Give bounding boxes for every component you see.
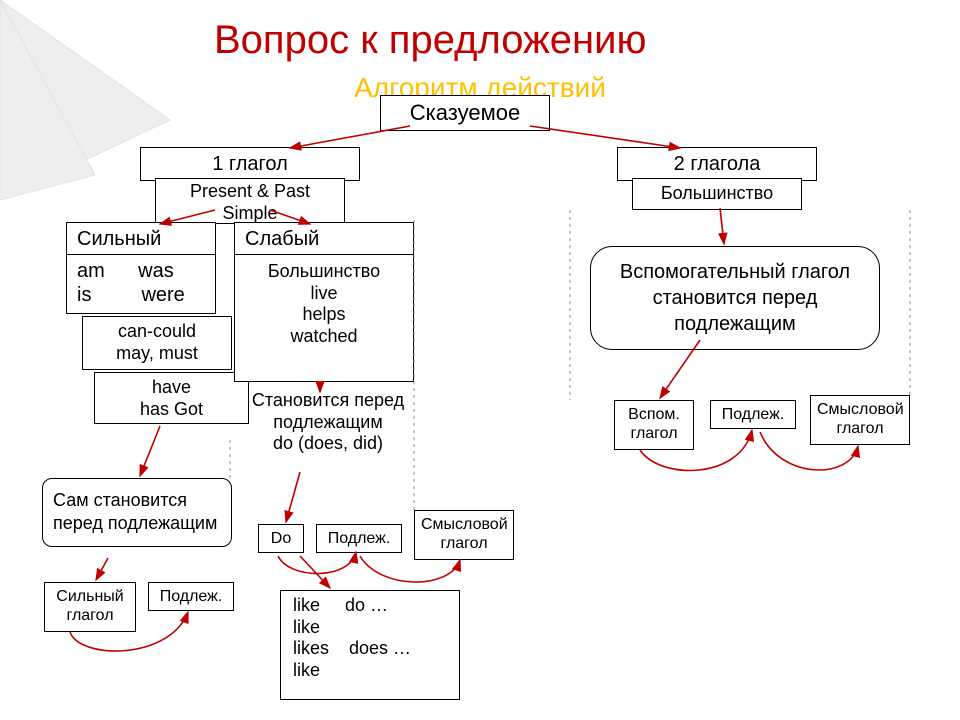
node-b-sem2: Смысловой глагол (810, 395, 910, 445)
node-left-1verb: 1 глагол (140, 147, 360, 181)
node-aux-round: Вспомогательный глагол становится перед … (590, 246, 880, 350)
node-sam: Сам становится перед подлежащим (42, 478, 232, 547)
node-b-sem: Смысловой глагол (414, 510, 514, 560)
node-right-2verbs: 2 глагола (617, 147, 817, 181)
node-b-subj3: Подлеж. (710, 400, 796, 429)
node-strong-modal: can-could may, must (82, 316, 232, 370)
title: Вопрос к предложению (214, 18, 646, 63)
node-strong-amis: am was is were (66, 254, 216, 314)
node-strong-header: Сильный (66, 222, 216, 256)
node-weak-do: Становится перед подлежащим do (does, di… (228, 386, 428, 472)
node-root: Сказуемое (380, 95, 550, 131)
node-strong-have: have has Got (94, 372, 249, 424)
node-b-strong: Сильный глагол (44, 582, 136, 632)
node-left-1verb-sub: Present & Past Simple (155, 178, 345, 224)
node-weak-header: Слабый (234, 222, 414, 256)
node-right-2verbs-sub: Большинство (632, 178, 802, 210)
node-b-aux: Вспом. глагол (614, 400, 694, 450)
node-b-do: Do (258, 524, 304, 553)
node-b-like: like do … like likes does … like (280, 590, 460, 700)
node-b-subj: Подлеж. (148, 582, 234, 611)
node-weak-list: Большинство live helps watched (234, 254, 414, 382)
node-b-subj2: Подлеж. (316, 524, 402, 553)
